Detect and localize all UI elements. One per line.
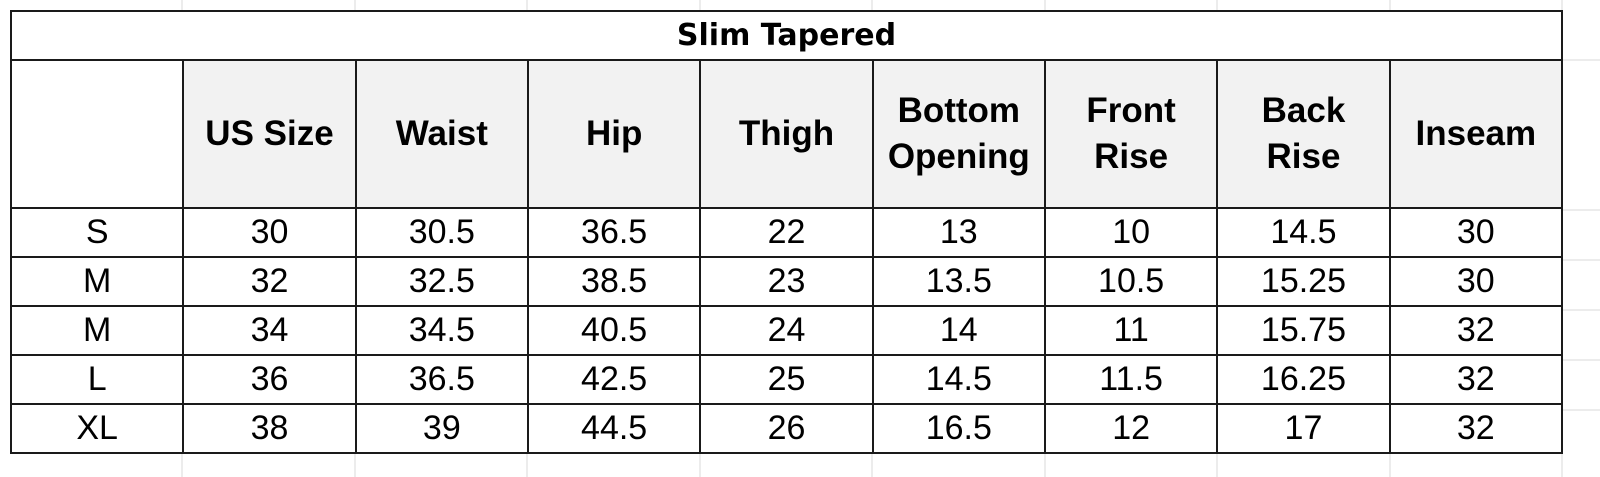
cell-value: 32 xyxy=(1388,354,1564,405)
column-header: Bottom Opening xyxy=(871,59,1046,209)
cell-value: 32 xyxy=(1388,403,1564,454)
cell-value: 15.25 xyxy=(1216,256,1391,307)
row-label: S xyxy=(9,207,185,258)
row-label: M xyxy=(9,256,185,307)
data-row: XL 38 39 44.5 26 16.5 12 17 32 xyxy=(9,403,1564,454)
cell-value: 34.5 xyxy=(354,305,529,356)
cell-value: 16.25 xyxy=(1216,354,1391,405)
cell-value: 10.5 xyxy=(1043,256,1219,307)
column-header: Inseam xyxy=(1388,59,1564,209)
header-row: US Size Waist Hip Thigh Bottom Opening Front … xyxy=(9,59,1564,209)
cell-value: 36 xyxy=(182,354,357,405)
column-header: Hip xyxy=(526,59,702,209)
cell-value: 40.5 xyxy=(526,305,702,356)
cell-value: 36.5 xyxy=(354,354,529,405)
cell-value: 24 xyxy=(699,305,874,356)
cell-value: 23 xyxy=(699,256,874,307)
cell-value: 32 xyxy=(182,256,357,307)
cell-value: 36.5 xyxy=(526,207,702,258)
column-header: Back Rise xyxy=(1216,59,1391,209)
data-row: M 34 34.5 40.5 24 14 11 15.75 32 xyxy=(9,305,1564,356)
cell-value: 14 xyxy=(871,305,1046,356)
cell-value: 32.5 xyxy=(354,256,529,307)
data-row: S 30 30.5 36.5 22 13 10 14.5 30 xyxy=(9,207,1564,258)
row-label: M xyxy=(9,305,185,356)
cell-value: 30.5 xyxy=(354,207,529,258)
column-header: US Size xyxy=(182,59,357,209)
cell-value: 44.5 xyxy=(526,403,702,454)
size-table: Slim Tapered US Size Waist Hip Thigh Bottom O… xyxy=(9,10,1564,454)
cell-value: 34 xyxy=(182,305,357,356)
cell-value: 13 xyxy=(871,207,1046,258)
cell-value: 39 xyxy=(354,403,529,454)
cell-value: 14.5 xyxy=(871,354,1046,405)
cell-value: 17 xyxy=(1216,403,1391,454)
data-row: M 32 32.5 38.5 23 13.5 10.5 15.25 30 xyxy=(9,256,1564,307)
corner-cell xyxy=(9,59,185,209)
cell-value: 30 xyxy=(1388,256,1564,307)
cell-value: 30 xyxy=(1388,207,1564,258)
cell-value: 26 xyxy=(699,403,874,454)
cell-value: 12 xyxy=(1043,403,1219,454)
cell-value: 13.5 xyxy=(871,256,1046,307)
cell-value: 15.75 xyxy=(1216,305,1391,356)
cell-value: 14.5 xyxy=(1216,207,1391,258)
cell-value: 38 xyxy=(182,403,357,454)
cell-value: 11 xyxy=(1043,305,1219,356)
column-header: Waist xyxy=(354,59,529,209)
title-row: Slim Tapered xyxy=(10,10,1563,61)
cell-value: 38.5 xyxy=(526,256,702,307)
cell-value: 22 xyxy=(699,207,874,258)
row-label: XL xyxy=(9,403,185,454)
cell-value: 11.5 xyxy=(1043,354,1219,405)
column-header: Thigh xyxy=(699,59,874,209)
cell-value: 32 xyxy=(1388,305,1564,356)
cell-value: 16.5 xyxy=(871,403,1046,454)
row-label: L xyxy=(9,354,185,405)
cell-value: 25 xyxy=(699,354,874,405)
cell-value: 42.5 xyxy=(526,354,702,405)
data-row: L 36 36.5 42.5 25 14.5 11.5 16.25 32 xyxy=(9,354,1564,405)
table-title: Slim Tapered xyxy=(10,10,1563,61)
cell-value: 30 xyxy=(182,207,357,258)
column-header: Front Rise xyxy=(1043,59,1219,209)
cell-value: 10 xyxy=(1043,207,1219,258)
